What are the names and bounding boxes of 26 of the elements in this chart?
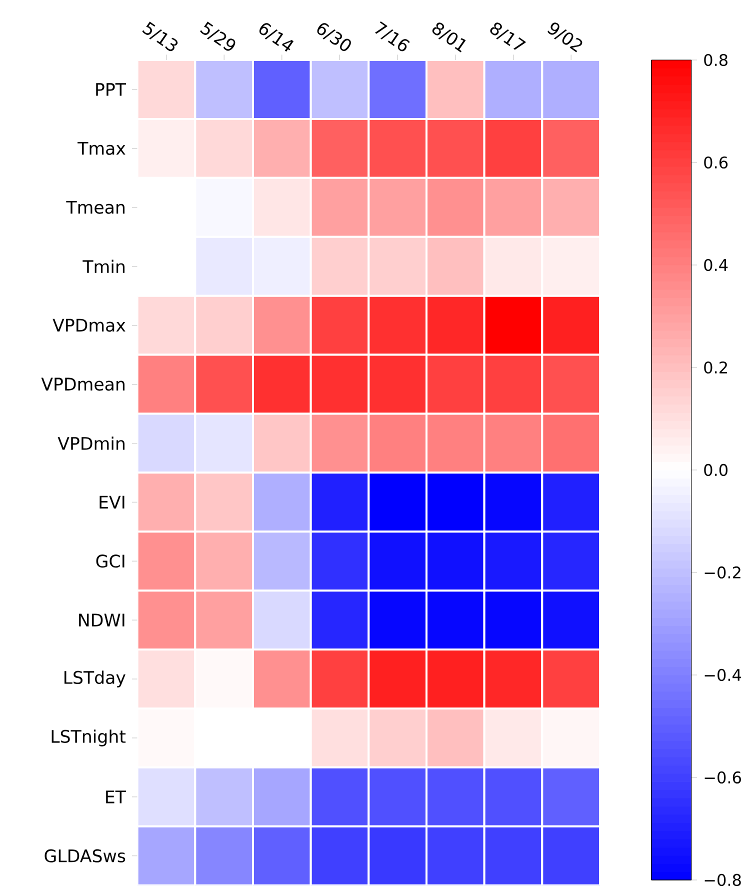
y-tick-label: ET <box>106 790 126 804</box>
color-bar-label: 0.0 <box>704 464 728 476</box>
y-tick-label: Tmin <box>82 260 124 273</box>
color-bar-label: −0.8 <box>704 874 741 886</box>
color-bar-label: 0.2 <box>704 361 727 374</box>
y-tick-label: GLDASws <box>44 849 126 862</box>
color-bar-label: −0.2 <box>704 566 740 579</box>
color-bar-label: 0.4 <box>704 258 728 272</box>
x-tick-label: 6/14 <box>259 23 294 52</box>
x-tick-label: 8/17 <box>490 22 526 50</box>
color-bar-label: −0.6 <box>704 771 741 784</box>
color-bar-label: 0.8 <box>704 54 728 66</box>
y-tick-label: Tmean <box>66 200 124 214</box>
x-tick-label: 6/30 <box>317 23 351 52</box>
y-tick-label: Tmax <box>78 142 126 155</box>
y-tick-label: EVI <box>100 496 124 508</box>
y-tick-label: LSTnight <box>52 730 126 746</box>
y-tick-label: VPDmin <box>58 436 124 450</box>
y-tick-label: NDWI <box>79 614 124 626</box>
color-bar-label: 0.6 <box>704 156 728 169</box>
y-tick-label: LSTday <box>64 670 126 688</box>
y-tick-label: GCI <box>96 554 124 568</box>
y-tick-label: VPDmean <box>41 378 124 391</box>
color-bar-label: −0.4 <box>704 668 742 682</box>
y-tick-label: VPDmax <box>52 318 126 332</box>
y-tick-label: PPT <box>96 83 126 96</box>
